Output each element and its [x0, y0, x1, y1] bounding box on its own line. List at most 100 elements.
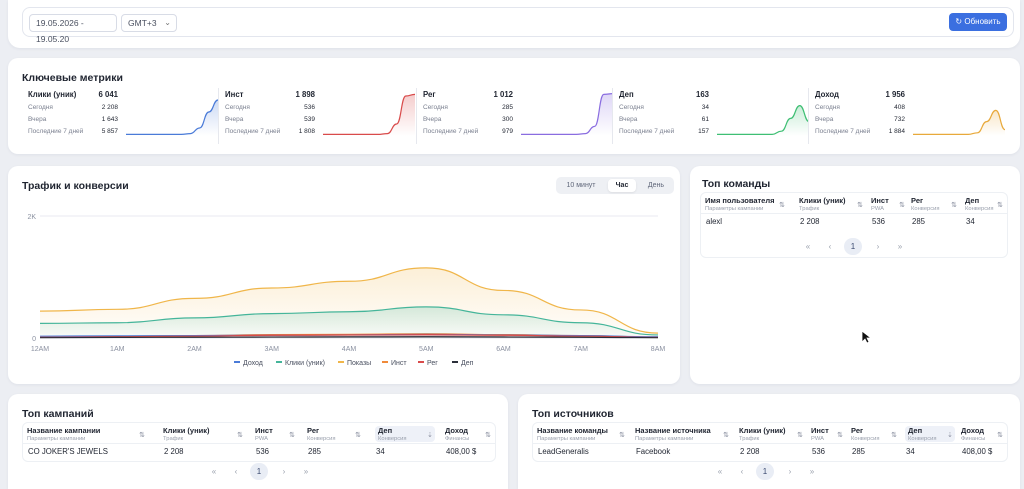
metric-block: Доход 1 956 Сегодня 408 Вчера 732 Последние 7 … [808, 88, 1005, 144]
metric-row: Вчера 300 [423, 116, 513, 123]
column-label: Рег [911, 196, 924, 205]
column-header[interactable]: Название команды Параметры кампании ⇅ [537, 426, 627, 442]
column-header[interactable]: Деп Конверсия ⇅ [965, 196, 1005, 212]
table-cell: 536 [812, 447, 826, 456]
tab-day[interactable]: День [647, 182, 665, 189]
top-teams-title: Топ команды [702, 178, 771, 190]
table-cell: 285 [852, 447, 866, 456]
sort-icon[interactable]: ⇅ [899, 202, 905, 209]
metric-row: Последние 7 дней 1 884 [815, 128, 905, 135]
page-number[interactable]: 1 [250, 463, 268, 480]
metric-label: Сегодня [815, 104, 840, 111]
prev-page-icon[interactable]: ‹ [828, 242, 832, 251]
column-header[interactable]: Доход Финансы ⇅ [445, 426, 493, 442]
sort-icon[interactable]: ⇅ [797, 432, 803, 439]
sort-icon[interactable]: ⇅ [723, 432, 729, 439]
table-cell: CO JOKER'S JEWELS [28, 447, 108, 456]
x-tick-label: 12AM [31, 346, 49, 353]
series-line [39, 334, 659, 338]
sort-icon[interactable]: ⇅ [857, 202, 863, 209]
column-header[interactable]: Рег Конверсия ⇅ [307, 426, 363, 442]
sort-icon[interactable]: ⇅ [619, 432, 625, 439]
tab-10-minutes[interactable]: 10 минут [566, 182, 596, 189]
top-teams-card: Топ команды Имя пользователя Параметры ка… [690, 166, 1020, 384]
sort-icon[interactable]: ⇅ [139, 432, 145, 439]
metric-row: Сегодня 408 [815, 104, 905, 111]
metric-label: Сегодня [619, 104, 644, 111]
column-sublabel: Конверсия [965, 206, 994, 212]
y-tick-label: 2K [27, 214, 36, 221]
legend-label[interactable]: Рег [427, 360, 438, 367]
column-header[interactable]: Название кампании Параметры кампании ⇅ [27, 426, 147, 442]
metric-name: Клики (уник) 6 041 [28, 90, 118, 99]
sort-icon[interactable]: ⇅ [951, 202, 957, 209]
column-header[interactable]: Деп Конверсия ⇣ [905, 426, 955, 442]
column-header[interactable]: Название источника Параметры кампании ⇅ [635, 426, 731, 442]
refresh-button[interactable]: ↻ Обновить [949, 13, 1007, 31]
sort-icon[interactable]: ⇅ [837, 432, 843, 439]
timezone-select[interactable]: GMT+3 ⌄ [121, 14, 177, 32]
sparkline-line [521, 93, 613, 135]
next-page-icon[interactable]: › [788, 467, 792, 476]
prev-page-icon[interactable]: ‹ [234, 467, 238, 476]
page-number[interactable]: 1 [844, 238, 862, 255]
sort-icon[interactable]: ⇅ [997, 432, 1003, 439]
table-cell: Facebook [636, 447, 671, 456]
metric-row: Сегодня 285 [423, 104, 513, 111]
legend-label[interactable]: Деп [461, 360, 474, 367]
column-header[interactable]: Инст PWA ⇅ [871, 196, 907, 212]
column-header[interactable]: Инст PWA ⇅ [811, 426, 845, 442]
prev-page-icon[interactable]: ‹ [740, 467, 744, 476]
legend-label[interactable]: Клики (уник) [285, 360, 325, 367]
sort-desc-icon[interactable]: ⇣ [427, 432, 433, 439]
last-page-icon[interactable]: » [303, 467, 309, 476]
legend-label[interactable]: Инст [391, 360, 407, 367]
table-cell: 408,00 $ [962, 447, 993, 456]
column-header[interactable]: Клики (уник) Трафик ⇅ [163, 426, 245, 442]
metric-row: Вчера 539 [225, 116, 315, 123]
sort-icon[interactable]: ⇅ [355, 432, 361, 439]
sparkline-line [323, 93, 415, 135]
metric-value: 300 [502, 116, 513, 123]
x-tick-label: 1AM [110, 346, 125, 353]
column-header[interactable]: Клики (уник) Трафик ⇅ [739, 426, 805, 442]
date-range-picker[interactable]: 19.05.2026 - 19.05.20 [29, 14, 117, 44]
y-tick-label: 0 [32, 336, 36, 343]
column-header[interactable]: Рег Конверсия ⇅ [851, 426, 899, 442]
series-line [39, 336, 659, 339]
table-cell: 34 [376, 447, 385, 456]
first-page-icon[interactable]: « [211, 467, 217, 476]
column-label: Доход [961, 426, 985, 435]
sort-icon[interactable]: ⇅ [997, 202, 1003, 209]
table-cell: alexl [706, 217, 723, 226]
sort-icon[interactable]: ⇅ [891, 432, 897, 439]
tab-hour[interactable]: Час [608, 179, 636, 192]
sort-icon[interactable]: ⇅ [485, 432, 491, 439]
column-header[interactable]: Инст PWA ⇅ [255, 426, 297, 442]
column-header[interactable]: Имя пользователя Параметры кампании ⇅ [705, 196, 787, 212]
next-page-icon[interactable]: › [876, 242, 880, 251]
legend-label[interactable]: Доход [243, 360, 263, 367]
metric-value: 1 643 [101, 116, 118, 123]
column-header[interactable]: Клики (уник) Трафик ⇅ [799, 196, 865, 212]
next-page-icon[interactable]: › [282, 467, 286, 476]
table-cell: 285 [912, 217, 926, 226]
page-number[interactable]: 1 [756, 463, 774, 480]
column-label: Клики (уник) [799, 196, 846, 205]
column-header[interactable]: Доход Финансы ⇅ [961, 426, 1005, 442]
sort-icon[interactable]: ⇅ [289, 432, 295, 439]
column-label: Деп [965, 196, 980, 205]
legend-label[interactable]: Показы [347, 360, 371, 367]
column-label: Название источника [635, 426, 711, 435]
sort-desc-icon[interactable]: ⇣ [947, 432, 953, 439]
last-page-icon[interactable]: » [897, 242, 903, 251]
table-cell: 2 208 [800, 217, 820, 226]
sort-icon[interactable]: ⇅ [779, 202, 785, 209]
column-header[interactable]: Деп Конверсия ⇣ [375, 426, 435, 442]
first-page-icon[interactable]: « [717, 467, 723, 476]
sort-icon[interactable]: ⇅ [237, 432, 243, 439]
first-page-icon[interactable]: « [805, 242, 811, 251]
column-header[interactable]: Рег Конверсия ⇅ [911, 196, 959, 212]
last-page-icon[interactable]: » [809, 467, 815, 476]
metric-value: 61 [701, 116, 709, 123]
